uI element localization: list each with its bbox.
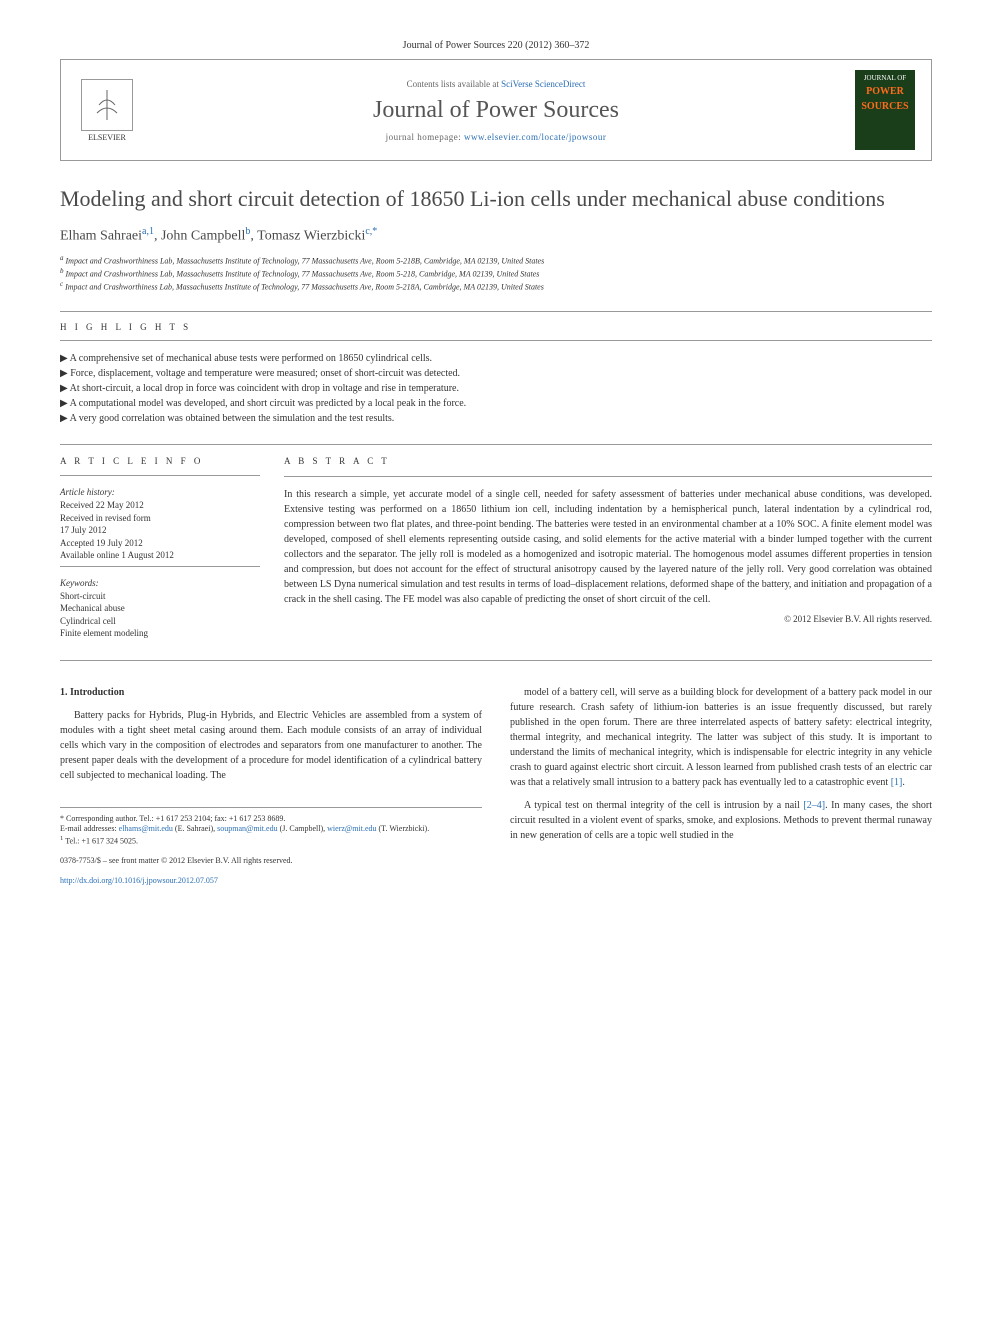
email-link-3[interactable]: wierz@mit.edu bbox=[327, 824, 376, 833]
reference-link-2-4[interactable]: [2–4] bbox=[803, 800, 825, 811]
doi-link[interactable]: http://dx.doi.org/10.1016/j.jpowsour.201… bbox=[60, 876, 218, 885]
history-online: Available online 1 August 2012 bbox=[60, 549, 260, 562]
history-revised-date: 17 July 2012 bbox=[60, 524, 260, 537]
highlight-item: ▶ A computational model was developed, a… bbox=[60, 396, 932, 411]
email-label: E-mail addresses: bbox=[60, 824, 117, 833]
footnote-1: 1 Tel.: +1 617 324 5025. bbox=[60, 835, 482, 847]
affiliation-a: Impact and Crashworthiness Lab, Massachu… bbox=[66, 257, 545, 266]
keywords-label: Keywords: bbox=[60, 577, 260, 590]
email-who-1: (E. Sahraei), bbox=[175, 824, 215, 833]
homepage-prefix: journal homepage: bbox=[386, 132, 464, 142]
highlights-list: ▶ A comprehensive set of mechanical abus… bbox=[60, 351, 932, 426]
highlights-label: h i g h l i g h t s bbox=[60, 322, 932, 332]
divider bbox=[60, 475, 260, 476]
keyword: Finite element modeling bbox=[60, 627, 260, 640]
highlight-text: A comprehensive set of mechanical abuse … bbox=[70, 353, 432, 364]
divider bbox=[60, 340, 932, 341]
highlight-text: A computational model was developed, and… bbox=[70, 398, 467, 409]
author-2-sup: b bbox=[245, 226, 250, 237]
footnote-1-text: Tel.: +1 617 324 5025. bbox=[65, 836, 138, 845]
highlight-item: ▶ Force, displacement, voltage and tempe… bbox=[60, 366, 932, 381]
divider bbox=[284, 476, 932, 477]
journal-reference: Journal of Power Sources 220 (2012) 360–… bbox=[60, 40, 932, 51]
divider bbox=[60, 444, 932, 445]
intro-p2-text-b: . bbox=[902, 777, 905, 788]
affiliation-c: Impact and Crashworthiness Lab, Massachu… bbox=[65, 283, 544, 292]
keyword: Short-circuit bbox=[60, 590, 260, 603]
header-box: ELSEVIER Contents lists available at Sci… bbox=[60, 59, 932, 161]
cover-label-main: POWER bbox=[866, 86, 904, 97]
homepage-url-link[interactable]: www.elsevier.com/locate/jpowsour bbox=[464, 132, 606, 142]
journal-title: Journal of Power Sources bbox=[153, 97, 839, 124]
highlight-text: At short-circuit, a local drop in force … bbox=[70, 383, 459, 394]
email-who-3: (T. Wierzbicki). bbox=[379, 824, 430, 833]
abstract-label: a b s t r a c t bbox=[284, 455, 932, 469]
history-received: Received 22 May 2012 bbox=[60, 499, 260, 512]
doi-line: http://dx.doi.org/10.1016/j.jpowsour.201… bbox=[60, 875, 482, 887]
issn-copyright-line: 0378-7753/$ – see front matter © 2012 El… bbox=[60, 855, 482, 867]
footnotes: * Corresponding author. Tel.: +1 617 253… bbox=[60, 807, 482, 847]
corresponding-author: * Corresponding author. Tel.: +1 617 253… bbox=[60, 814, 482, 824]
divider bbox=[60, 311, 932, 312]
body-column-left: 1. Introduction Battery packs for Hybrid… bbox=[60, 685, 482, 887]
affiliations: a Impact and Crashworthiness Lab, Massac… bbox=[60, 254, 932, 293]
divider bbox=[60, 566, 260, 567]
elsevier-tree-icon bbox=[81, 79, 133, 131]
header-center: Contents lists available at SciVerse Sci… bbox=[153, 79, 839, 142]
history-revised-label: Received in revised form bbox=[60, 512, 260, 525]
highlight-text: Force, displacement, voltage and tempera… bbox=[70, 368, 460, 379]
highlight-item: ▶ At short-circuit, a local drop in forc… bbox=[60, 381, 932, 396]
elsevier-logo: ELSEVIER bbox=[77, 75, 137, 145]
email-link-2[interactable]: soupman@mit.edu bbox=[217, 824, 277, 833]
email-addresses: E-mail addresses: elhams@mit.edu (E. Sah… bbox=[60, 824, 482, 834]
article-info-column: a r t i c l e i n f o Article history: R… bbox=[60, 455, 260, 640]
author-3-sup: c,* bbox=[365, 226, 377, 237]
journal-cover-thumbnail: JOURNAL OF POWER SOURCES bbox=[855, 70, 915, 150]
sciencedirect-link[interactable]: SciVerse ScienceDirect bbox=[501, 79, 585, 89]
body-column-right: model of a battery cell, will serve as a… bbox=[510, 685, 932, 887]
copyright-line: © 2012 Elsevier B.V. All rights reserved… bbox=[284, 613, 932, 627]
author-1-sup: a,1 bbox=[142, 226, 154, 237]
info-abstract-row: a r t i c l e i n f o Article history: R… bbox=[60, 455, 932, 640]
cover-label-top: JOURNAL OF bbox=[864, 74, 906, 82]
intro-paragraph-3: A typical test on thermal integrity of t… bbox=[510, 798, 932, 843]
abstract-column: a b s t r a c t In this research a simpl… bbox=[284, 455, 932, 640]
author-2: John Campbell bbox=[161, 228, 245, 243]
history-label: Article history: bbox=[60, 486, 260, 499]
section-heading-intro: 1. Introduction bbox=[60, 685, 482, 700]
author-3: Tomasz Wierzbicki bbox=[257, 228, 365, 243]
highlight-item: ▶ A very good correlation was obtained b… bbox=[60, 411, 932, 426]
homepage-line: journal homepage: www.elsevier.com/locat… bbox=[153, 132, 839, 142]
affiliation-b: Impact and Crashworthiness Lab, Massachu… bbox=[66, 270, 540, 279]
article-info-label: a r t i c l e i n f o bbox=[60, 455, 260, 468]
author-1: Elham Sahraei bbox=[60, 228, 142, 243]
email-who-2: (J. Campbell), bbox=[280, 824, 326, 833]
email-link-1[interactable]: elhams@mit.edu bbox=[119, 824, 173, 833]
highlight-item: ▶ A comprehensive set of mechanical abus… bbox=[60, 351, 932, 366]
intro-paragraph-1: Battery packs for Hybrids, Plug-in Hybri… bbox=[60, 708, 482, 783]
body-columns: 1. Introduction Battery packs for Hybrid… bbox=[60, 685, 932, 887]
publisher-name: ELSEVIER bbox=[88, 133, 126, 142]
history-accepted: Accepted 19 July 2012 bbox=[60, 537, 260, 550]
intro-p3-text-a: A typical test on thermal integrity of t… bbox=[524, 800, 803, 811]
intro-p2-text-a: model of a battery cell, will serve as a… bbox=[510, 687, 932, 788]
keyword: Cylindrical cell bbox=[60, 615, 260, 628]
cover-label-sub: SOURCES bbox=[861, 101, 908, 112]
abstract-text: In this research a simple, yet accurate … bbox=[284, 487, 932, 607]
divider bbox=[60, 660, 932, 661]
highlight-text: A very good correlation was obtained bet… bbox=[70, 413, 395, 424]
contents-prefix: Contents lists available at bbox=[407, 79, 501, 89]
contents-available-line: Contents lists available at SciVerse Sci… bbox=[153, 79, 839, 89]
keyword: Mechanical abuse bbox=[60, 602, 260, 615]
reference-link-1[interactable]: [1] bbox=[891, 777, 903, 788]
intro-paragraph-2: model of a battery cell, will serve as a… bbox=[510, 685, 932, 790]
authors-line: Elham Sahraeia,1, John Campbellb, Tomasz… bbox=[60, 226, 932, 245]
article-title: Modeling and short circuit detection of … bbox=[60, 185, 932, 214]
